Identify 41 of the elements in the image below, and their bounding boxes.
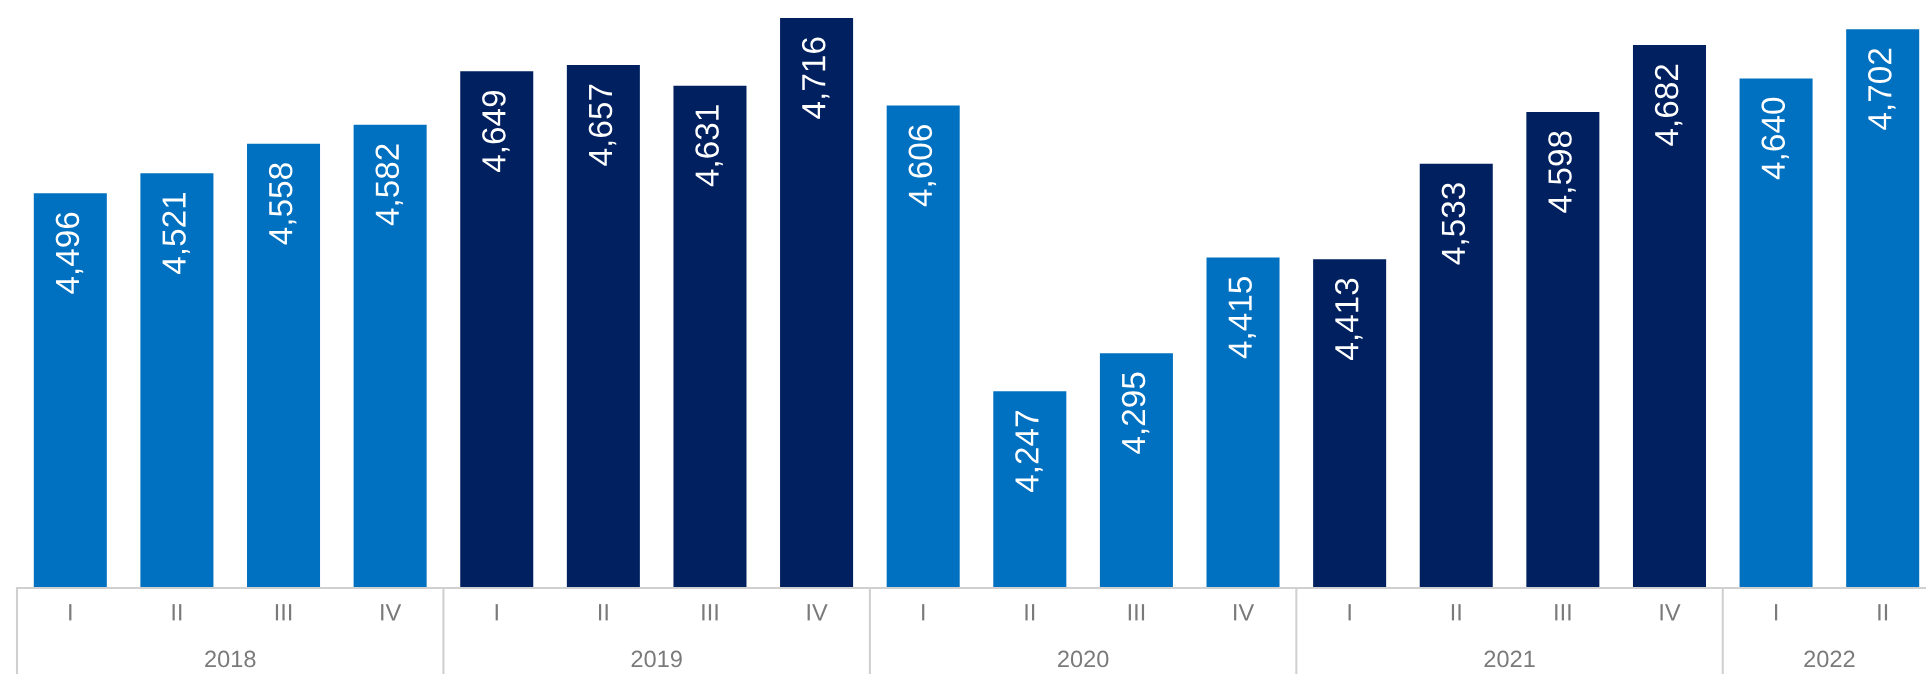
x-tick-label: II [598, 604, 608, 621]
x-tick-label: I [1348, 604, 1351, 621]
text: 2022 [1804, 650, 1855, 668]
data-label: 4,558 [268, 163, 297, 245]
x-tick-label: I [1774, 604, 1778, 621]
x-tick-label: I [922, 604, 925, 621]
x-tick-label: IV [381, 604, 402, 621]
data-label: 4,649 [482, 90, 510, 173]
text: 2018 [205, 650, 256, 668]
data-label: 4,247 [1015, 411, 1043, 493]
data-label: 4,606 [908, 125, 937, 207]
x-tick-label: II [1451, 604, 1461, 621]
data-label: 4,533 [1441, 183, 1470, 265]
x-tick-label: IV [807, 604, 828, 621]
text: 2019 [631, 650, 682, 668]
data-label: 4,631 [695, 105, 723, 187]
x-tick-label: III [1555, 604, 1571, 621]
data-label: 4,657 [588, 84, 617, 166]
data-label: 4,640 [1761, 97, 1789, 180]
data-label: 4,716 [801, 37, 830, 119]
x-tick-label: I [495, 604, 498, 621]
text: 2020 [1058, 650, 1109, 668]
x-tick-label: IV [1660, 604, 1681, 621]
x-tick-label: IV [1234, 604, 1255, 621]
data-label: 4,415 [1228, 277, 1256, 359]
data-label: 4,682 [1654, 64, 1683, 146]
x-tick-label: I [69, 604, 72, 621]
data-label: 4,413 [1334, 278, 1363, 360]
x-tick-label: II [1878, 604, 1888, 621]
text: 2021 [1484, 650, 1535, 668]
x-tick-label: III [1128, 604, 1145, 621]
data-label: 4,582 [375, 144, 404, 226]
data-label: 4,521 [162, 192, 190, 274]
data-label: 4,702 [1868, 48, 1896, 130]
data-label: 4,496 [55, 212, 84, 294]
x-tick-label: II [1025, 604, 1035, 621]
x-tick-label: III [275, 604, 292, 621]
data-label: 4,598 [1548, 131, 1576, 213]
x-tick-label: II [172, 604, 182, 621]
x-tick-label: III [702, 604, 718, 621]
data-label: 4,295 [1121, 372, 1150, 454]
